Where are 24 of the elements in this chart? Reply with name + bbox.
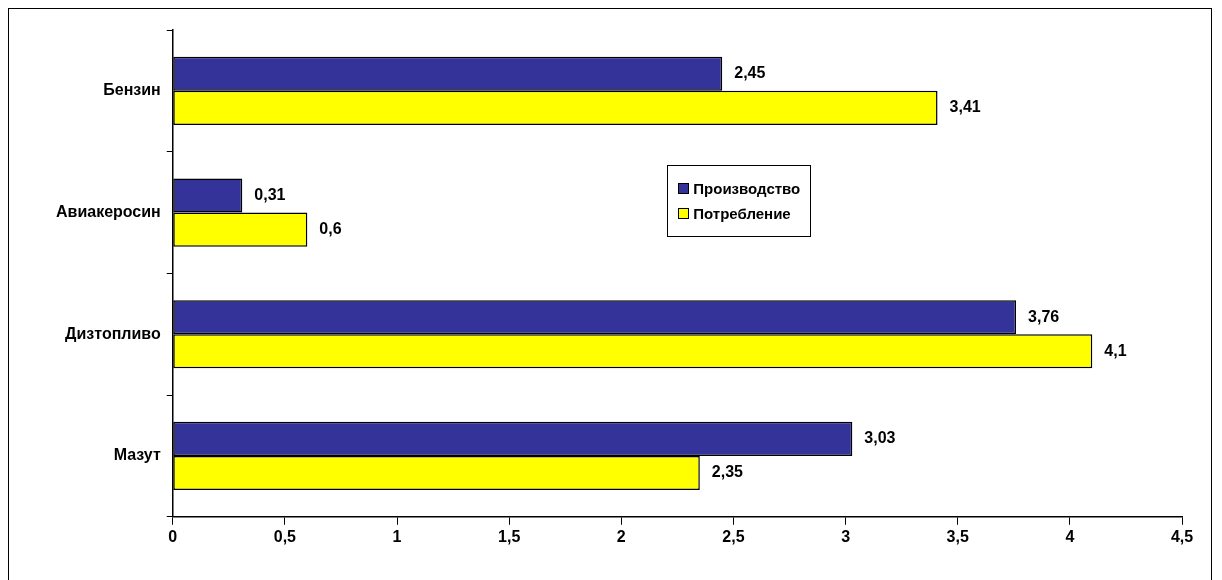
data-label: 0,6 xyxy=(319,219,342,237)
data-label: 4,1 xyxy=(1104,341,1127,359)
data-label: 3,41 xyxy=(949,98,981,116)
x-tick-label: 4 xyxy=(1065,527,1075,545)
x-tick-label: 1,5 xyxy=(498,527,521,545)
x-tick-label: 2,5 xyxy=(722,527,745,545)
legend-label: Потребление xyxy=(693,205,791,222)
x-tick-label: 1 xyxy=(392,527,402,545)
data-label: 3,03 xyxy=(864,429,896,447)
data-label: 0,31 xyxy=(254,185,286,203)
data-label: 2,35 xyxy=(711,463,744,481)
x-tick-label: 4,5 xyxy=(1170,527,1194,545)
data-label: 2,45 xyxy=(734,64,766,82)
legend-label: Производство xyxy=(693,180,801,197)
data-label: 3,76 xyxy=(1028,307,1060,325)
x-tick-label: 0 xyxy=(168,527,178,545)
y-tick-label: Дизтопливо xyxy=(65,324,161,342)
x-tick-label: 2 xyxy=(616,527,626,545)
y-tick-label: Бензин xyxy=(103,81,161,99)
x-tick-label: 3 xyxy=(841,527,851,545)
y-tick-label: Мазут xyxy=(113,446,161,464)
x-tick-label: 3,5 xyxy=(946,527,969,545)
x-tick-label: 0,5 xyxy=(273,527,297,545)
y-tick-label: Авиакеросин xyxy=(56,202,161,220)
